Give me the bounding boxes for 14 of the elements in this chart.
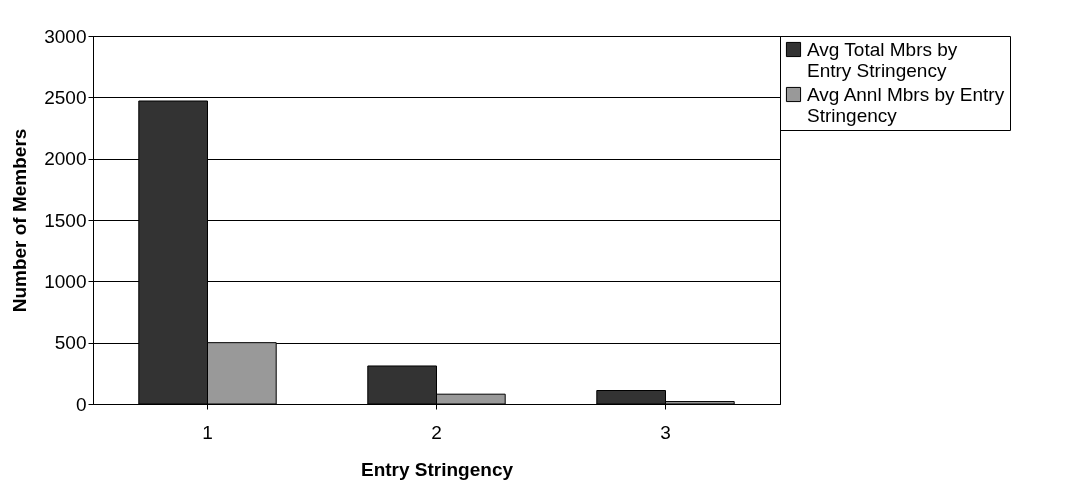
- y-tick-label: 2000: [44, 148, 87, 170]
- y-tick-label: 1000: [44, 270, 87, 292]
- y-tick-label: 1500: [44, 209, 87, 231]
- y-tick-label: 3000: [44, 25, 87, 47]
- legend-label: Avg Total Mbrs by Entry Stringency: [807, 38, 958, 81]
- y-tick-label: 0: [75, 393, 87, 415]
- x-tick-label: 3: [660, 421, 671, 443]
- y-axis-title: Number of Members: [9, 128, 31, 313]
- x-tick-label: 1: [202, 421, 213, 443]
- x-axis-title: Entry Stringency: [360, 458, 514, 480]
- y-tick-label: 2500: [44, 86, 87, 108]
- y-tick-label: 500: [54, 332, 87, 354]
- legend-label: Avg Annl Mbrs by Entry Stringency: [807, 83, 1005, 126]
- x-tick-label: 2: [431, 421, 442, 443]
